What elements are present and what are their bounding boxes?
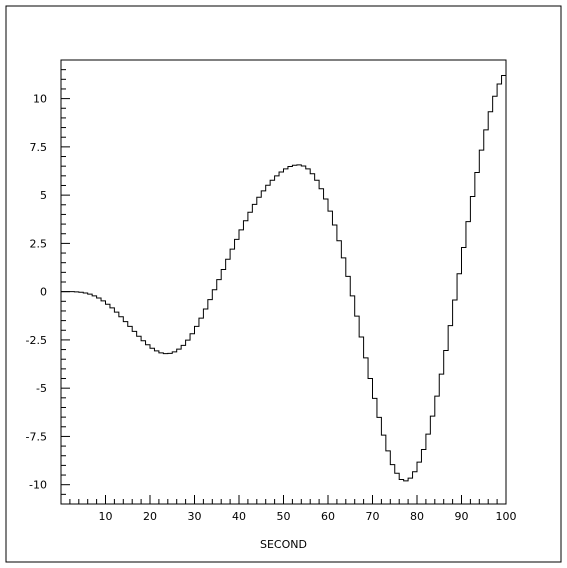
y-tick-label: -10 [29, 479, 47, 492]
x-tick-label: 80 [410, 510, 424, 523]
y-tick-label: -7.5 [26, 430, 47, 443]
x-tick-label: 50 [277, 510, 291, 523]
y-tick-label: 10 [33, 93, 47, 106]
x-tick-label: 20 [143, 510, 157, 523]
outer-border [5, 5, 562, 563]
x-tick-label: 30 [188, 510, 202, 523]
y-tick-label: 2.5 [30, 237, 48, 250]
x-tick-label: 100 [496, 510, 517, 523]
x-tick-label: 70 [366, 510, 380, 523]
y-tick-label: 0 [40, 286, 47, 299]
y-tick-label: -2.5 [26, 334, 47, 347]
x-tick-label: 10 [99, 510, 113, 523]
y-tick-label: 7.5 [30, 141, 48, 154]
x-tick-label: 40 [232, 510, 246, 523]
histogram-series-line [61, 74, 506, 482]
y-tick-label: -5 [36, 382, 47, 395]
x-axis-ticks [60, 495, 507, 504]
x-axis-title: SECOND [260, 538, 307, 551]
y-axis-tick-labels: -10 -7.5 -5 -2.5 0 2.5 5 7.5 10 [26, 93, 47, 492]
x-tick-label: 90 [455, 510, 469, 523]
x-axis-tick-labels: 10 20 30 40 50 60 70 80 90 100 [99, 510, 517, 523]
x-tick-label: 60 [321, 510, 335, 523]
y-tick-label: 5 [40, 189, 47, 202]
